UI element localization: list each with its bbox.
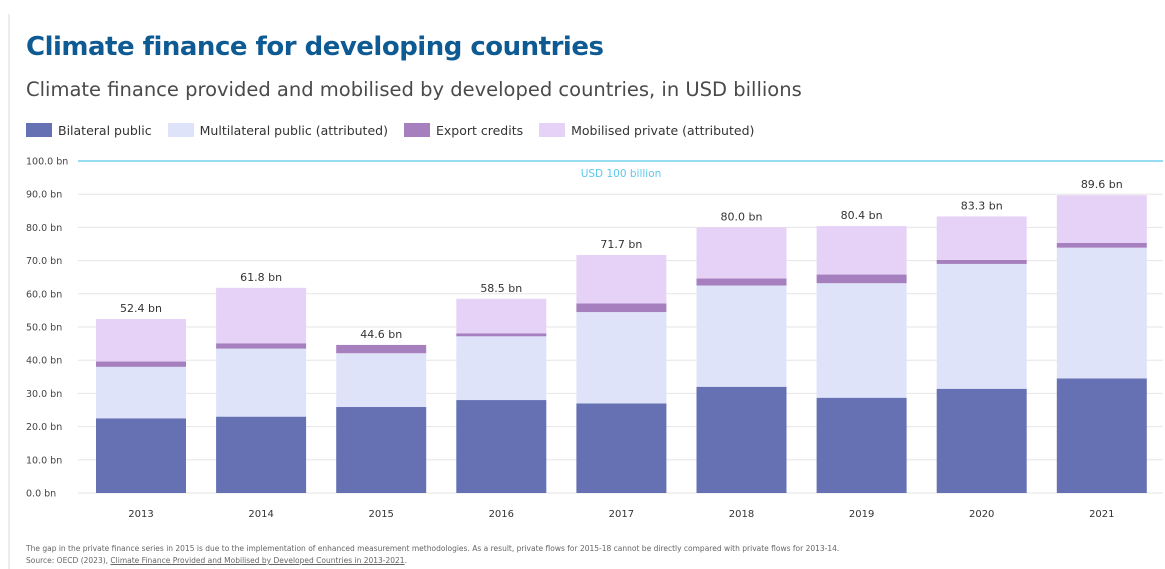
bar-segment [696,386,787,493]
bar-segment [936,259,1027,264]
bar-segment [816,274,907,284]
y-tick-label: 30.0 bn [26,389,62,400]
bar-segment [336,353,427,408]
x-tick-label: 2019 [849,509,874,520]
bar-segment [456,400,547,493]
bar-segment [936,263,1027,389]
bar-segment [816,226,907,275]
bar-segment [696,278,787,286]
x-tick-label: 2013 [128,509,153,520]
y-tick-label: 70.0 bn [26,256,62,267]
legend-label-bilateral: Bilateral public [58,122,152,138]
bar-segment [576,403,667,493]
x-tick-label: 2014 [248,509,273,520]
source-suffix: . [404,556,407,565]
bar-segment [456,333,547,337]
bar-segment [816,397,907,493]
bar-segment [1056,195,1147,244]
source-prefix: Source: OECD (2023), [26,556,111,565]
x-tick-label: 2016 [489,509,514,520]
y-tick-label: 40.0 bn [26,356,62,367]
bar-total-label: 52.4 bn [120,302,162,315]
bar-total-label: 44.6 bn [360,328,402,341]
footnote-note: The gap in the private finance series in… [26,544,840,553]
y-tick-label: 20.0 bn [26,422,62,433]
bar-segment [576,254,667,304]
y-tick-label: 50.0 bn [26,323,62,334]
x-tick-label: 2015 [368,509,393,520]
y-tick-label: 80.0 bn [26,223,62,234]
bar-segment [96,418,186,493]
x-tick-label: 2018 [729,509,754,520]
y-tick-label: 10.0 bn [26,455,62,466]
bar-segment [576,312,667,404]
y-tick-label: 0.0 bn [26,489,56,500]
y-tick-label: 100.0 bn [26,157,68,168]
bar-segment [936,216,1027,260]
bar-segment [216,287,307,344]
target-label: USD 100 billion [581,168,662,180]
bar-total-label: 80.4 bn [841,209,883,222]
bar-segment [1056,378,1147,493]
bar-total-label: 71.7 bn [600,238,642,251]
bar-segment [216,348,307,417]
bar-segment [936,388,1027,493]
legend-item-private[interactable]: Mobilised private (attributed) [539,123,754,138]
legend-label-multilateral: Multilateral public (attributed) [199,122,388,138]
bar-segment [1056,243,1147,248]
legend-swatch-bilateral [26,123,52,137]
bar-segment [696,285,787,387]
x-tick-label: 2017 [609,509,634,520]
x-tick-label: 2020 [969,509,994,520]
source-link[interactable]: Climate Finance Provided and Mobilised b… [110,556,405,565]
footnote: The gap in the private finance series in… [26,543,839,567]
bar-segment [96,319,186,362]
legend-item-export[interactable]: Export credits [403,122,524,138]
legend-item-multilateral[interactable]: Multilateral public (attributed) [167,122,388,138]
legend-label-private: Mobilised private (attributed) [571,122,755,138]
bar-segment [96,361,186,367]
stacked-bar-chart: 0.0 bn 10.0 bn 20.0 bn 30.0 bn 40.0 bn 50.0 b… [26,157,1163,520]
bar-segment [456,298,547,334]
bar-segment [696,227,787,279]
bar-total-label: 61.8 bn [240,271,282,284]
legend-swatch-export [403,123,430,137]
chart-subtitle: Climate finance provided and mobilised b… [26,78,802,101]
legend-item-bilateral[interactable]: Bilateral public [26,123,152,138]
bar-segment [96,366,186,419]
bar-total-label: 80.0 bn [721,210,763,223]
bar-segment [1056,247,1147,379]
legend: Bilateral public Multilateral public (at… [26,121,770,139]
frame-border [8,14,10,569]
footnote-source: Source: OECD (2023), Climate Finance Pro… [26,555,839,567]
bar-segment [216,343,307,349]
bar-segment [456,336,547,401]
y-tick-label: 60.0 bn [26,289,62,300]
bar-segment [816,283,907,398]
chart-title: Climate finance for developing countries [26,32,604,62]
legend-swatch-private [539,123,566,137]
bar-segment [576,303,667,313]
bar-segment [216,416,307,493]
y-tick-label: 90.0 bn [26,190,62,201]
bar-segment [336,344,427,354]
legend-swatch-multilateral [167,123,194,137]
bar-total-label: 89.6 bn [1081,178,1123,191]
legend-label-export: Export credits [435,122,524,138]
bar-total-label: 58.5 bn [480,282,522,295]
bar-segment [336,407,427,493]
x-tick-label: 2021 [1089,509,1114,520]
bar-total-label: 83.3 bn [961,199,1003,212]
